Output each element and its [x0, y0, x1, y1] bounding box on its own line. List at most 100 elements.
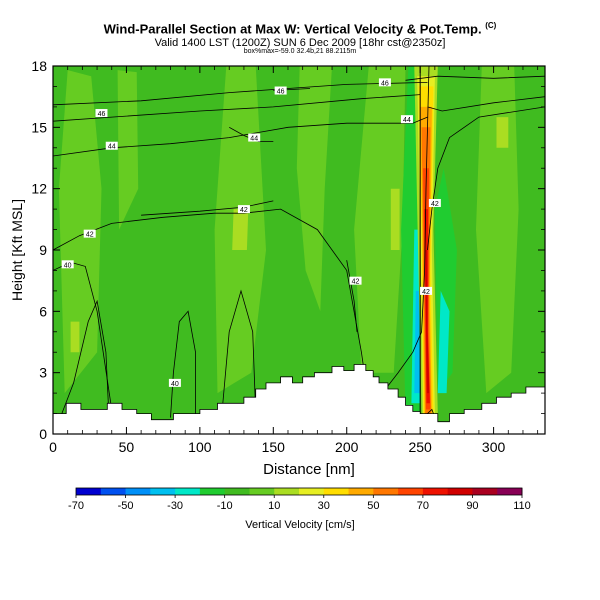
colorbar-tick-label: 90 — [466, 500, 478, 512]
colorbar-bin — [422, 488, 449, 495]
colorbar-bin — [274, 488, 300, 495]
colorbar-bin — [175, 488, 201, 495]
colorbar-tick-label: -30 — [167, 500, 183, 512]
velocity-region — [232, 209, 249, 250]
contour-label: 46 — [277, 89, 285, 96]
colorbar-bin — [299, 488, 325, 495]
contour-label-bg — [274, 86, 287, 95]
colorbar-tick-label: 70 — [417, 500, 429, 512]
plot-area: 4040404242424242444444464646 — [53, 66, 545, 434]
contour-label: 42 — [352, 279, 360, 286]
y-tick-label: 0 — [39, 426, 47, 442]
colorbar-bin — [373, 488, 399, 495]
colorbar-bin — [224, 488, 250, 495]
axes: 0 50 100 150 200 250 300 0 3 6 9 12 15 18 Distance [nm… — [9, 58, 546, 478]
colorbar-bin — [472, 488, 498, 495]
x-tick-label: 200 — [335, 439, 359, 455]
colorbar-bin — [76, 488, 102, 495]
x-axis-label: Distance [nm] — [263, 461, 355, 478]
colorbar-label: Vertical Velocity [cm/s] — [245, 519, 354, 531]
contour-label-bg — [349, 276, 362, 285]
theta-contour — [53, 208, 370, 404]
contour-label: 44 — [108, 144, 116, 151]
y-tick-label: 15 — [31, 119, 47, 135]
colorbar-frame — [75, 487, 523, 496]
velocity-region — [296, 66, 332, 312]
x-tick-label: 150 — [262, 439, 286, 455]
velocity-region — [437, 290, 450, 394]
theta-contour — [141, 200, 274, 216]
theta-contour — [53, 94, 421, 122]
colorbar-bin — [125, 488, 151, 495]
contour-label: 46 — [98, 111, 106, 118]
velocity-region — [390, 188, 400, 250]
y-tick-label: 18 — [31, 58, 47, 74]
contour-label-bg — [420, 286, 433, 295]
contour-label-bg — [378, 78, 391, 87]
colorbar-bin — [249, 488, 275, 495]
colorbar-bin — [100, 488, 127, 495]
theta-contour — [427, 96, 545, 112]
chart-box-note: box%max=-59.0 32.4b,21 88.2115m — [243, 48, 357, 55]
y-tick-label: 3 — [39, 365, 47, 381]
velocity-region — [496, 117, 509, 148]
x-tick-label: 300 — [482, 439, 506, 455]
contour-label-bg — [95, 109, 108, 118]
theta-contour — [53, 82, 428, 106]
colorbar-bin — [150, 488, 176, 495]
colorbar-tick-label: -70 — [68, 500, 84, 512]
theta-contour — [427, 106, 545, 251]
contour-label: 40 — [64, 262, 72, 269]
contour-label: 40 — [171, 381, 179, 388]
colorbar-tick-label: 30 — [318, 500, 330, 512]
x-tick-label: 100 — [188, 439, 212, 455]
velocity-region — [425, 250, 430, 394]
contour-label-bg — [428, 198, 441, 207]
y-tick-label: 6 — [39, 303, 47, 319]
contour-label-bg — [248, 133, 261, 142]
contour-label-bg — [83, 229, 96, 238]
contour-label: 46 — [381, 80, 389, 87]
x-tick-label: 50 — [119, 439, 135, 455]
contour-label: 42 — [422, 289, 430, 296]
velocity-region — [70, 321, 80, 353]
colorbar-tick-label: 110 — [513, 500, 531, 512]
colorbar-tick-label: 10 — [268, 500, 280, 512]
chart-subtitle: Valid 1400 LST (1200Z) SUN 6 Dec 2009 [1… — [154, 37, 446, 49]
chart-title: Wind-Parallel Section at Max W: Vertical… — [103, 21, 497, 37]
plot-clip-group: 4040404242424242444444464646 — [53, 66, 545, 434]
y-tick-label: 12 — [31, 181, 47, 197]
colorbar-tick-label: -10 — [217, 500, 233, 512]
contour-label: 42 — [240, 207, 248, 214]
contour-label-bg — [400, 115, 413, 124]
contour-label: 42 — [86, 232, 94, 239]
x-tick-label: 250 — [408, 439, 432, 455]
contour-label: 42 — [431, 201, 439, 208]
colorbar-tick-label: 50 — [367, 500, 379, 512]
colorbar: -70 -50 -30 -10 10 30 50 70 90 110 Vertical Veloci… — [68, 487, 531, 531]
y-axis-label: Height [Kft MSL] — [9, 199, 25, 301]
copyright-mark: (C) — [485, 21, 497, 30]
contour-label-bg — [168, 378, 181, 387]
colorbar-bin — [348, 488, 374, 495]
velocity-region — [117, 70, 139, 230]
colorbar-bin — [199, 488, 226, 495]
contour-label: 44 — [403, 117, 411, 124]
theta-contour — [53, 116, 428, 157]
terrain — [53, 364, 545, 434]
colorbar-tick-label: -50 — [118, 500, 134, 512]
theta-contour — [59, 299, 110, 418]
contour-label-bg — [61, 260, 74, 269]
x-tick-label: 0 — [49, 439, 57, 455]
colorbar-bin — [447, 488, 473, 495]
contour-label-bg — [237, 205, 250, 214]
contour-label-bg — [105, 141, 118, 150]
theta-contour — [405, 75, 545, 81]
colorbar-bin — [323, 488, 350, 495]
contour-label: 44 — [250, 136, 258, 143]
theta-contour — [346, 260, 358, 332]
y-tick-label: 9 — [39, 242, 47, 258]
theta-contour — [221, 289, 257, 414]
colorbar-bin — [398, 488, 424, 495]
